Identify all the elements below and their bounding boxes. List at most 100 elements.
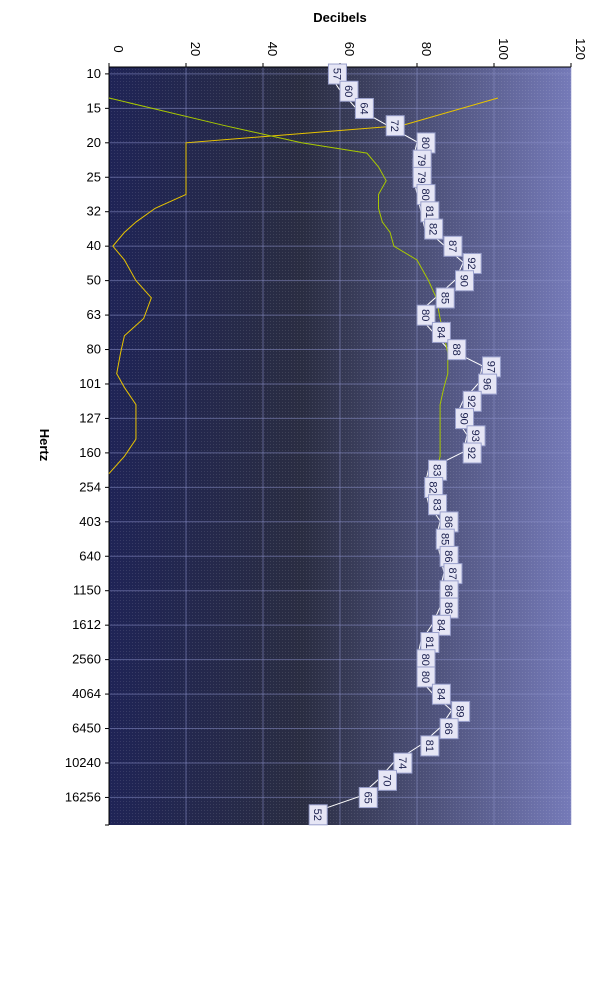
data-label-text: 80 [419,671,431,683]
y-tick-label: 2560 [72,652,101,667]
data-label: 82 [424,476,444,498]
data-label-text: 57 [330,68,342,80]
data-label-box [428,494,448,516]
data-label-text: 81 [423,206,435,218]
data-label-text: 88 [450,344,462,356]
data-label: 60 [339,80,359,102]
data-label-box [420,735,440,757]
data-label: 89 [451,700,471,722]
data-label: 92 [462,390,482,412]
data-label-text: 85 [438,533,450,545]
data-label: 52 [308,804,328,826]
data-label-box [378,769,397,791]
data-label: 93 [466,425,486,447]
data-label-text: 52 [311,809,323,821]
data-label-text: 72 [388,120,400,132]
y-tick-label: 50 [87,273,101,288]
y-tick-label: 1612 [72,617,101,632]
data-label-text: 86 [442,516,454,528]
data-label: 86 [439,511,459,533]
data-label-box [385,115,405,137]
data-label-box [431,614,451,636]
data-label: 70 [378,769,397,791]
data-label: 96 [478,373,498,395]
data-label: 92 [462,442,482,464]
data-label: 97 [481,356,501,378]
data-label: 64 [354,97,374,119]
data-label-text: 92 [465,257,477,269]
x-tick-label: 20 [188,42,203,56]
data-label-box [451,700,471,722]
data-label-text: 89 [454,705,466,717]
data-label: 85 [435,287,455,309]
y-tick-label: 16256 [65,789,101,804]
data-label: 86 [439,597,459,619]
data-labels: 5760647280797980818287929085808488979692… [308,63,501,826]
data-label-text: 79 [415,171,427,183]
data-label-box [431,321,451,343]
y-tick-label: 1150 [73,583,101,598]
data-label-text: 84 [434,688,446,700]
data-label-text: 96 [481,378,493,390]
y-tick-label: 6450 [72,721,101,736]
data-label: 72 [385,115,405,137]
data-label-text: 92 [465,395,477,407]
data-label-text: 92 [465,447,477,459]
data-label-text: 82 [427,223,439,235]
data-label-text: 70 [381,774,393,786]
x-tick-label: 120 [573,38,588,60]
data-label-text: 60 [342,85,354,97]
data-label-box [339,80,359,102]
data-label: 90 [455,408,474,430]
data-label: 80 [416,304,436,326]
data-label-text: 97 [484,361,496,373]
data-label-text: 90 [458,412,470,424]
data-label: 80 [416,649,436,671]
data-label: 86 [439,718,459,740]
y-tick-label: 80 [87,342,101,357]
y-tick-label: 127 [79,410,101,425]
x-tick-label: 40 [265,42,280,56]
y-tick-label: 640 [79,548,101,563]
data-label-text: 65 [361,791,373,803]
series-line-green [108,97,449,474]
data-label-text: 84 [434,619,446,631]
data-label-text: 80 [419,188,431,200]
data-label: 80 [416,184,436,206]
data-label-box [447,339,467,361]
data-label: 84 [431,614,451,636]
data-label-box [435,287,455,309]
data-label: 85 [435,528,455,550]
data-label: 57 [327,63,347,85]
data-label: 87 [443,563,463,585]
y-tick-label: 32 [87,204,101,219]
data-label-text: 82 [427,481,439,493]
data-label-box [393,752,413,774]
data-label-text: 86 [442,723,454,735]
data-label: 83 [428,459,448,481]
data-label-text: 80 [419,309,431,321]
data-label-text: 79 [415,154,427,166]
data-label: 81 [420,632,440,654]
data-label-box [439,718,459,740]
data-label: 86 [439,580,459,602]
x-tick-label: 80 [419,42,434,56]
data-label-box [424,218,444,240]
data-label-box [416,304,436,326]
data-label: 65 [358,787,378,809]
data-label-box [358,787,378,809]
data-label-text: 87 [446,240,458,252]
data-label-text: 64 [357,102,369,114]
data-label-text: 80 [419,137,431,149]
x-tick-label: 100 [496,38,511,60]
data-label-text: 83 [431,464,443,476]
data-label: 88 [447,339,467,361]
x-tick-label: 60 [342,42,357,56]
data-label-text: 86 [442,585,454,597]
data-label-box [431,683,451,705]
data-label-box [416,666,436,688]
data-label-box [455,408,474,430]
y-tick-label: 403 [79,514,101,529]
data-label-text: 81 [423,740,435,752]
data-label: 80 [416,666,436,688]
